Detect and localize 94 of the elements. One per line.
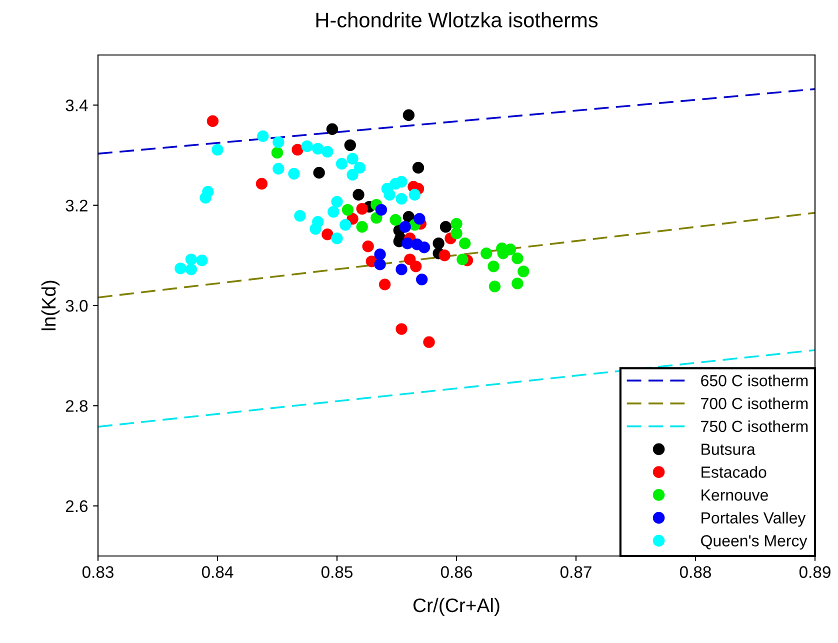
point — [423, 336, 435, 348]
point — [396, 176, 408, 188]
point — [440, 221, 452, 233]
point — [384, 188, 396, 201]
point — [456, 254, 468, 266]
point — [410, 260, 422, 272]
x-tick-label: 0.83 — [82, 566, 114, 578]
legend-label: Kernouve — [702, 490, 768, 501]
point — [292, 144, 304, 156]
point — [272, 162, 284, 175]
point — [185, 264, 198, 276]
point — [313, 166, 325, 179]
legend-label: Portales Valley — [702, 512, 806, 527]
y-tick-label: 2.8 — [66, 400, 88, 412]
point — [356, 221, 368, 233]
point — [414, 212, 426, 225]
point — [518, 266, 530, 278]
point — [402, 238, 414, 250]
point — [354, 162, 366, 174]
point — [374, 248, 386, 260]
point — [346, 168, 358, 181]
point — [352, 188, 364, 201]
point — [257, 130, 269, 142]
x-tick-label: 0.85 — [321, 566, 353, 578]
point — [294, 210, 306, 222]
point — [450, 228, 462, 240]
point — [344, 139, 356, 152]
point — [256, 178, 268, 190]
point — [488, 260, 500, 272]
x-tick-label: 0.88 — [680, 566, 711, 578]
point — [212, 144, 224, 156]
point — [418, 242, 430, 254]
point — [402, 109, 415, 121]
point — [438, 250, 450, 262]
point — [174, 262, 186, 274]
point — [328, 206, 340, 218]
point — [402, 210, 415, 223]
point — [331, 196, 343, 208]
point — [312, 142, 324, 155]
point — [206, 115, 219, 127]
point — [331, 232, 343, 244]
point — [346, 152, 358, 165]
point — [488, 280, 501, 292]
point — [272, 136, 284, 148]
x-tick-label: 0.86 — [440, 566, 472, 578]
y-axis-title: ln(Kd) — [41, 280, 60, 330]
chart-title: H-chondrite Wlotzka isotherms — [316, 12, 598, 28]
y-tick-label: 3.2 — [66, 200, 88, 212]
point — [480, 248, 492, 260]
point — [375, 204, 388, 216]
legend-label: 700 C isotherm — [701, 397, 808, 410]
point — [310, 223, 322, 235]
point — [288, 168, 300, 180]
legend-label: Queen's Mercy — [701, 535, 808, 550]
point — [432, 238, 444, 250]
point — [396, 323, 408, 335]
point — [196, 254, 208, 266]
point — [301, 140, 313, 152]
point — [390, 214, 402, 226]
point — [512, 252, 524, 264]
legend-label: Estacado — [702, 466, 766, 478]
x-axis-title: Cr/(Cr+Al) — [413, 598, 500, 616]
point — [370, 212, 382, 224]
point — [459, 238, 471, 250]
x-tick-label: 0.87 — [560, 566, 592, 578]
point — [356, 202, 368, 215]
x-tick-label: 0.84 — [202, 566, 234, 578]
point — [185, 254, 198, 266]
point — [322, 146, 334, 158]
point — [512, 278, 524, 290]
point — [378, 278, 391, 290]
point — [200, 192, 212, 204]
x-tick-label: 0.89 — [799, 566, 830, 578]
point — [416, 274, 428, 286]
point — [340, 218, 352, 231]
point — [342, 204, 354, 216]
y-tick-label: 2.6 — [66, 500, 88, 512]
point — [412, 162, 424, 174]
y-tick-label: 3.0 — [66, 300, 88, 312]
legend-label: 650 C isotherm — [701, 374, 808, 386]
point — [336, 158, 348, 170]
point — [326, 123, 338, 135]
point — [396, 264, 408, 276]
y-tick-label: 3.4 — [66, 100, 88, 112]
legend-label: Butsura — [702, 444, 756, 455]
point — [396, 192, 408, 205]
point — [322, 228, 334, 240]
point — [399, 221, 411, 233]
point — [408, 188, 421, 201]
point — [271, 146, 284, 159]
point — [374, 258, 386, 270]
point — [362, 240, 374, 252]
point — [450, 218, 462, 230]
legend-label: 750 C isotherm — [701, 420, 808, 432]
